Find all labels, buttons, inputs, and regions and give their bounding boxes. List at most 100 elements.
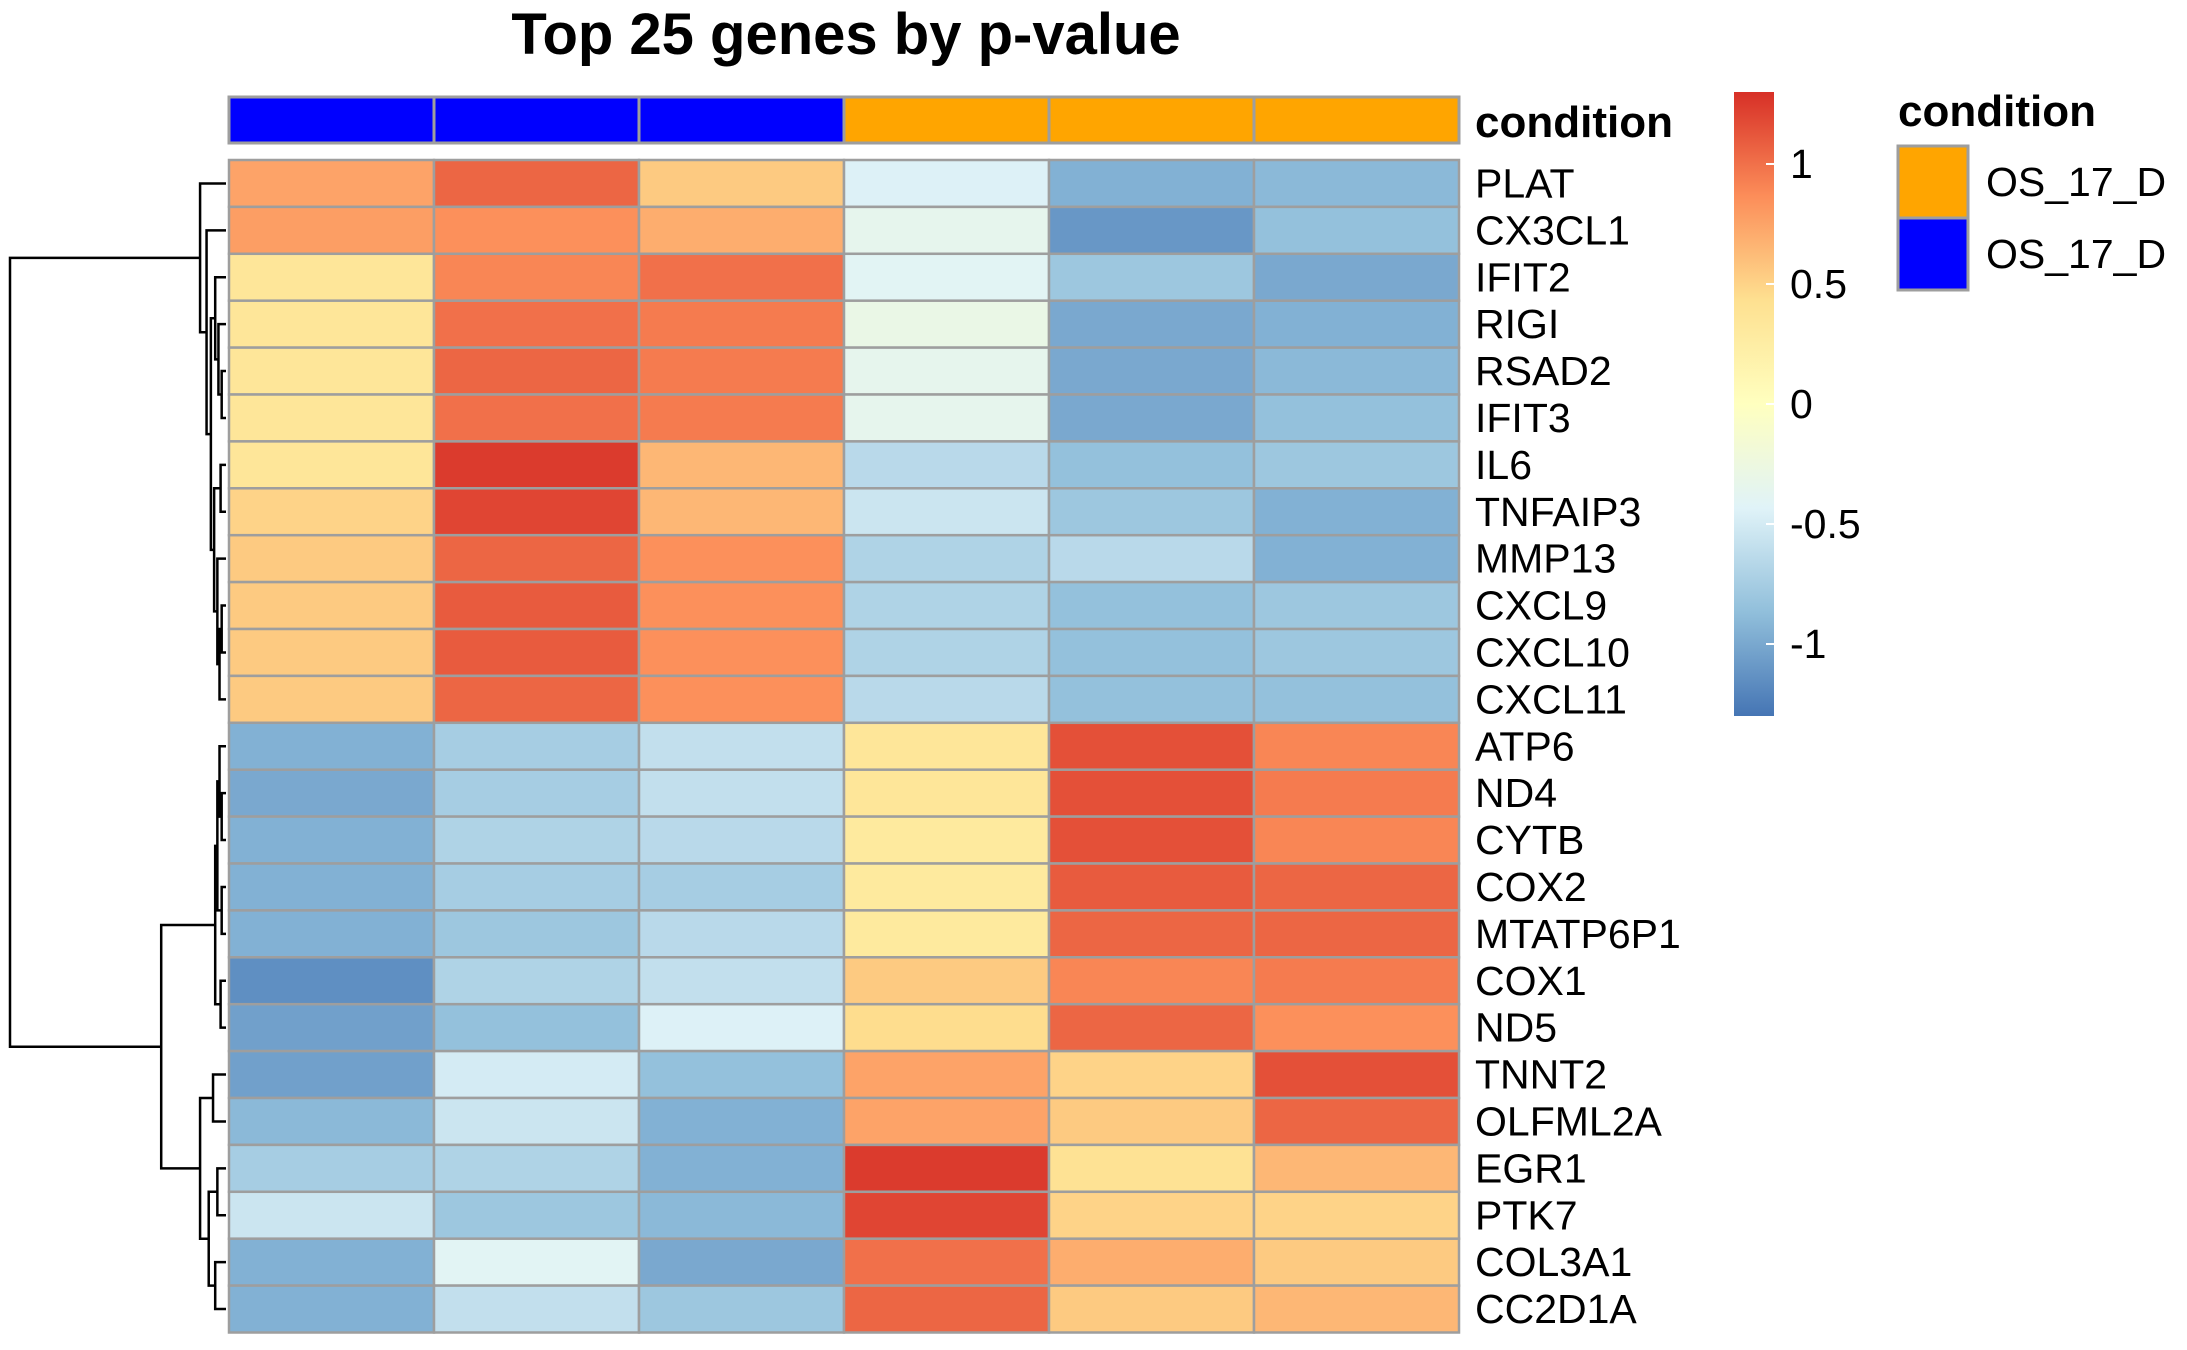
heatmap-cell (1047, 580, 1256, 631)
annotation-cell (1252, 95, 1461, 145)
heatmap-cell (432, 674, 641, 725)
heatmap-cell (227, 721, 436, 771)
heatmap-cell (432, 909, 641, 959)
row-label: COX2 (1475, 864, 1587, 910)
heatmap-cell (1047, 956, 1256, 1006)
heatmap-cell (637, 580, 846, 631)
heatmap-cell (227, 1049, 436, 1100)
heatmap-cell (227, 580, 436, 631)
annotation-cell (227, 95, 436, 145)
row-label: PLAT (1475, 160, 1575, 206)
row-label: EGR1 (1475, 1145, 1587, 1191)
heatmap-cell (1047, 815, 1256, 865)
row-label: PTK7 (1475, 1192, 1578, 1238)
heatmap-cell (227, 1002, 436, 1053)
heatmap-cell (1047, 252, 1256, 302)
heatmap-cell (1252, 393, 1461, 443)
colorbar-tick-label: -1 (1790, 621, 1826, 667)
heatmap-cell (227, 252, 436, 302)
dendrogram-branch (220, 885, 226, 936)
heatmap-cell (227, 862, 436, 912)
heatmap-cell (637, 1096, 846, 1147)
heatmap-cell (432, 580, 641, 631)
heatmap-cell (432, 1096, 641, 1147)
heatmap-cell (842, 252, 1051, 302)
heatmap-cell (227, 299, 436, 349)
heatmap-cell (1047, 440, 1256, 490)
heatmap-cell (1252, 1190, 1461, 1240)
heatmap-cell (1252, 721, 1461, 771)
heatmap-cell (637, 440, 846, 490)
dendrogram-branch (220, 604, 226, 654)
heatmap-cell (432, 1002, 641, 1053)
annotation-label: condition (1475, 98, 1673, 147)
dendrogram-branch (216, 1167, 226, 1217)
heatmap-cell (227, 393, 436, 443)
heatmap-cell (842, 158, 1051, 209)
row-label: COL3A1 (1475, 1239, 1632, 1285)
heatmap-cell (432, 158, 641, 209)
heatmap-cell (227, 956, 436, 1006)
heatmap-cell (637, 1237, 846, 1287)
heatmap-cell (1252, 768, 1461, 818)
heatmap-cell (842, 815, 1051, 865)
heatmap-cell (432, 1284, 641, 1334)
colorbar-tick-label: -0.5 (1790, 501, 1861, 547)
heatmap-cell (227, 440, 436, 490)
heatmap-cell (1252, 158, 1461, 209)
heatmap-cell (1047, 205, 1256, 256)
heatmap-cell (1252, 1002, 1461, 1053)
heatmap-cell (637, 627, 846, 678)
heatmap-cell (842, 299, 1051, 349)
row-label: IFIT3 (1475, 395, 1571, 441)
heatmap-cell (637, 346, 846, 396)
row-label: ND5 (1475, 1005, 1557, 1051)
heatmap-cell (1047, 346, 1256, 396)
legend-entry-label: OS_17_D (1986, 231, 2166, 277)
heatmap-cell (842, 956, 1051, 1006)
heatmap-cell (637, 1143, 846, 1194)
annotation-cell (432, 95, 641, 145)
row-label: ATP6 (1475, 723, 1575, 769)
dendrogram-branch (213, 276, 226, 361)
heatmap-cell (1047, 768, 1256, 818)
heatmap-cell (1252, 205, 1461, 256)
row-labels: PLATCX3CL1IFIT2RIGIRSAD2IFIT3IL6TNFAIP3M… (1475, 160, 1681, 1332)
heatmap-cell (1252, 956, 1461, 1006)
heatmap-cell (227, 768, 436, 818)
heatmap-cell (842, 627, 1051, 678)
heatmap-cell (432, 533, 641, 584)
heatmap-cell (1047, 158, 1256, 209)
dendrogram-branch (211, 1073, 226, 1123)
heatmap-cell (637, 158, 846, 209)
row-label: IFIT2 (1475, 254, 1571, 300)
heatmap-cell (842, 487, 1051, 537)
heatmap-cell (227, 1096, 436, 1147)
heatmap-cell (1047, 487, 1256, 537)
heatmap-cell (1047, 721, 1256, 771)
row-label: IL6 (1475, 442, 1532, 488)
heatmap-cell (637, 815, 846, 865)
heatmap-cell (1252, 252, 1461, 302)
colorbar-legend: 1 0.5 0 -0.5 -1 (1734, 92, 1861, 716)
heatmap-cell (432, 252, 641, 302)
heatmap-cell (1047, 1284, 1256, 1334)
heatmap-cell (1252, 346, 1461, 396)
heatmap-cell (1047, 299, 1256, 349)
heatmap-cell (432, 393, 641, 443)
heatmap-cell (637, 862, 846, 912)
heatmap-cell (1047, 393, 1256, 443)
heatmap-cell (1252, 487, 1461, 537)
heatmap-cell (637, 393, 846, 443)
heatmap-cell (1047, 862, 1256, 912)
legend-title: condition (1898, 87, 2096, 136)
heatmap-cell (842, 1002, 1051, 1053)
heatmap-cell (1252, 862, 1461, 912)
heatmap-cell (227, 205, 436, 256)
colorbar-tick-label: 0.5 (1790, 261, 1847, 307)
heatmap-cell (1252, 299, 1461, 349)
row-dendrogram (8, 182, 226, 1311)
heatmap-cell (842, 440, 1051, 490)
heatmap-cell (1252, 1237, 1461, 1287)
heatmap-cell (842, 862, 1051, 912)
